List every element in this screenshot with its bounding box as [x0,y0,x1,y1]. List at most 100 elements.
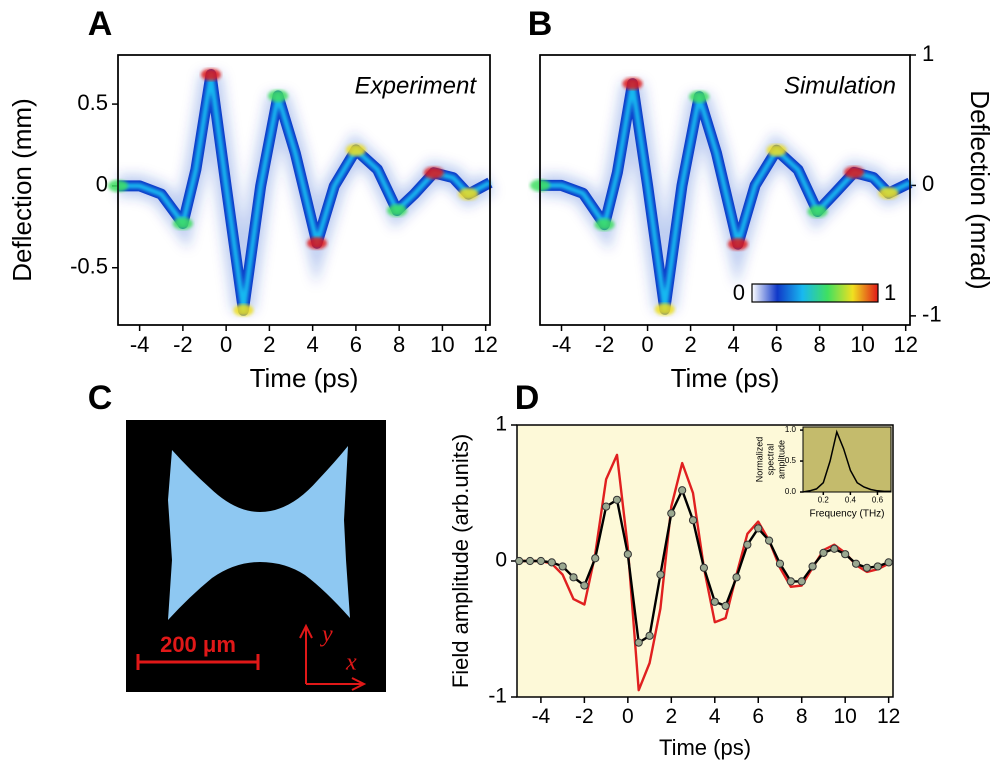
colorbar-label: 1 [884,280,896,305]
x-tick-label: 0 [622,705,634,728]
data-point [536,556,546,566]
intensity-peak [622,77,643,90]
intensity-peak [458,188,479,201]
x-axis-label: Time (ps) [250,363,359,393]
intensity-peak [387,204,407,217]
data-point [851,559,861,568]
x-tick-label: -4 [130,332,150,357]
panel-label: A [88,5,113,43]
data-point [515,556,524,566]
y-tick-label: 0 [922,171,934,196]
y-tick-label: 0.0 [785,487,797,496]
x-tick-label: -2 [173,332,193,357]
intensity-peak [423,166,444,179]
intensity-peak [233,304,254,317]
annotation: Simulation [784,72,896,99]
data-point [580,581,589,590]
data-point [808,562,817,571]
x-tick-label: 12 [877,705,900,728]
bowtie-antenna [168,446,350,620]
y-tick-label: 1 [922,41,934,66]
intensity-peak [766,144,787,157]
x-tick-label: 4 [307,332,319,357]
intensity-peak [268,89,289,102]
annotation: Experiment [355,72,478,99]
y-tick-label: 0.5 [785,456,797,465]
x-tick-label: 8 [796,705,808,728]
data-point [667,509,676,518]
axis-name: x [345,650,357,676]
axis-arrows [299,623,367,691]
data-point [819,548,828,557]
data-point [688,516,698,525]
data-point [634,638,643,647]
data-point [612,495,622,504]
scale-label: 200 μm [160,632,236,657]
y-tick-label: 1 [495,413,507,436]
y-axis-label: Field amplitude (arb.units) [448,434,473,688]
intensity-peak [345,143,366,156]
y-tick-label: -1 [922,302,942,327]
x-tick-label: 4 [709,705,721,728]
x-axis-label: Time (ps) [659,735,751,760]
data-point [873,562,882,571]
x-tick-label: 12 [473,332,497,357]
panel-label: B [528,5,553,43]
panel-label: C [88,379,113,417]
intensity-peak [727,238,748,251]
data-point [797,577,806,586]
y-tick-label: 1.0 [785,425,797,434]
inset-y-label: spectral [765,444,775,476]
x-tick-label: 10 [850,332,874,357]
data-point [786,577,795,586]
data-point [699,563,709,572]
y-tick-label: -1 [488,685,507,708]
data-point [591,554,600,563]
data-point [710,597,719,606]
x-tick-label: 0.6 [872,496,884,505]
x-tick-label: 2 [665,705,677,728]
data-point [656,570,665,579]
inset-y-label: amplitude [776,440,786,479]
x-tick-label: 0 [220,332,232,357]
data-point [547,558,556,567]
intensity-peak [878,187,899,200]
intensity-peak [306,237,327,250]
x-tick-label: 2 [684,332,696,357]
x-tick-label: 2 [263,332,275,357]
inset-y-label: Normalized [754,437,764,483]
data-point [645,631,654,640]
data-point [775,559,785,568]
x-tick-label: -2 [595,332,615,357]
trace-core [118,72,492,313]
x-tick-label: 10 [430,332,454,357]
x-tick-label: 6 [771,332,783,357]
intensity-peak [594,218,615,231]
data-point [602,502,611,511]
intensity-peak [807,205,828,218]
x-tick-label: 8 [814,332,826,357]
data-point [884,558,893,567]
data-point [743,540,752,549]
x-tick-label: -4 [532,705,551,728]
frame [539,54,911,326]
panel-label: D [515,379,540,417]
data-point [732,573,741,582]
x-tick-label: -4 [552,332,572,357]
data-point [862,563,872,572]
x-tick-label: 6 [752,705,764,728]
x-tick-label: 8 [393,332,405,357]
data-point [678,486,687,495]
y-tick-label: 0.5 [77,90,108,115]
y-tick-label: 0 [96,172,108,197]
colorbar [751,283,879,303]
intensity-peak [172,217,193,230]
data-point [721,601,730,610]
inset-x-label: Frequency (THz) [809,509,884,520]
inset-line [802,429,891,493]
data-point [765,536,774,545]
intensity-peak [844,166,865,179]
intensity-peak [201,68,221,81]
y-tick-label: -0.5 [70,254,108,279]
